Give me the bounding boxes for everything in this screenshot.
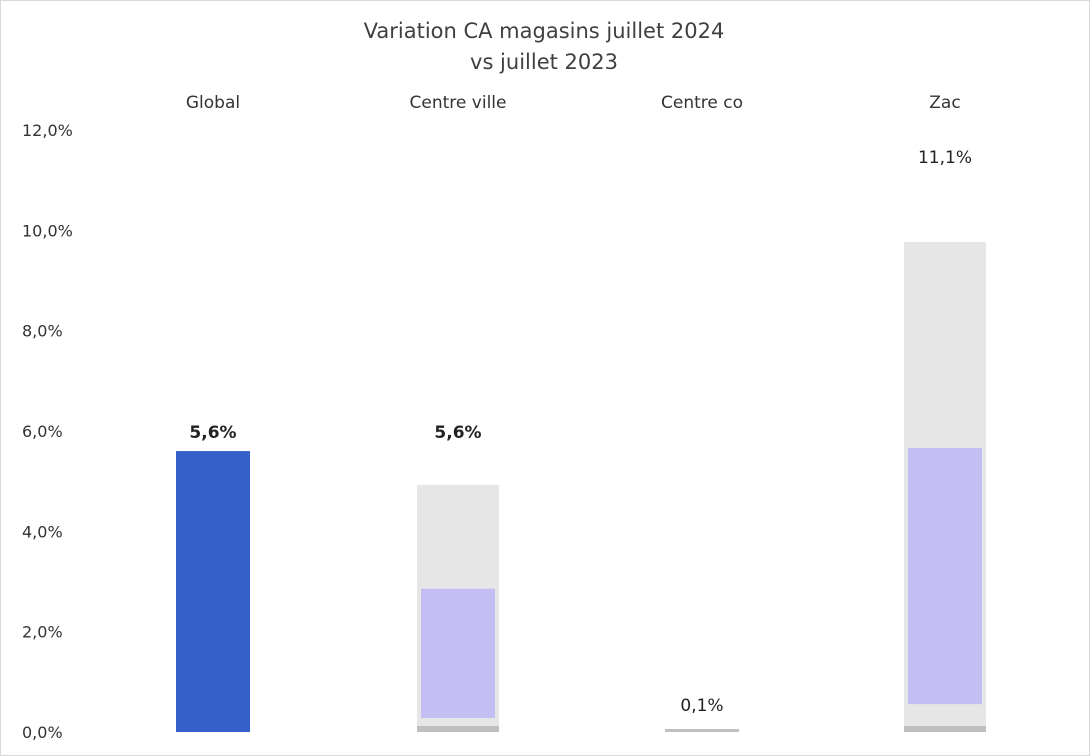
data-label: 0,1% [680, 696, 723, 716]
data-label: 5,6% [189, 423, 236, 443]
bars [176, 241, 986, 733]
chart-title: Variation CA magasins juillet 2024 vs ju… [364, 19, 725, 74]
bar-base [904, 726, 986, 732]
data-label: 5,6% [434, 423, 481, 443]
bar [176, 451, 250, 732]
y-tick-label: 4,0% [22, 522, 63, 541]
y-tick-label: 2,0% [22, 623, 63, 642]
bar [665, 729, 739, 732]
category-label: Centre co [661, 93, 743, 113]
y-tick-label: 6,0% [22, 422, 63, 441]
category-label: Centre ville [410, 93, 507, 113]
data-labels: 5,6% 5,6% 0,1% 11,1% [189, 148, 972, 716]
y-tick-label: 10,0% [22, 221, 73, 240]
chart-title-line-2: vs juillet 2023 [470, 50, 618, 74]
data-label: 11,1% [918, 148, 972, 168]
category-labels: Global Centre ville Centre co Zac [186, 93, 961, 113]
category-label: Zac [929, 93, 960, 113]
bar-base [417, 726, 499, 732]
chart-title-line-1: Variation CA magasins juillet 2024 [364, 19, 725, 43]
category-label: Global [186, 93, 240, 113]
y-tick-label: 12,0% [22, 121, 73, 140]
bar [908, 448, 982, 705]
y-tick-label: 8,0% [22, 322, 63, 341]
y-axis: 0,0% 2,0% 4,0% 6,0% 8,0% 10,0% 12,0% [22, 121, 73, 742]
y-tick-label: 0,0% [22, 723, 63, 742]
bar [421, 588, 495, 718]
